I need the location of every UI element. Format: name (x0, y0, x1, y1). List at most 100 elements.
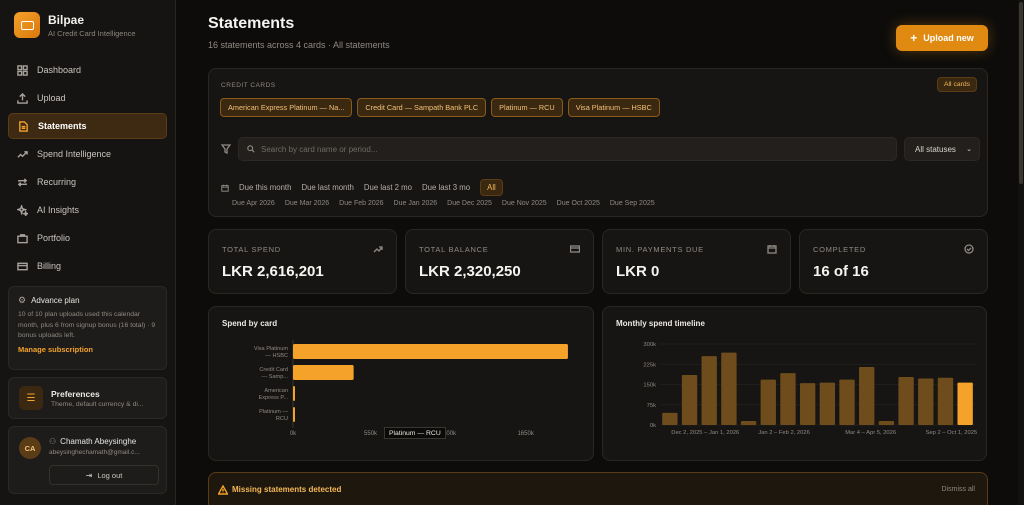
card-chip-amex[interactable]: American Express Platinum — Na... (220, 98, 353, 117)
logo-card-icon (14, 12, 40, 38)
search-input[interactable] (261, 144, 861, 154)
alert-title: Missing statements detected (232, 485, 342, 494)
stat-value: LKR 0 (616, 263, 660, 280)
sidebar-item-label: AI Insights (37, 205, 80, 215)
page-title: Statements (208, 15, 295, 32)
sidebar-item-dashboard[interactable]: Dashboard (8, 57, 167, 83)
quick-filter-due-last-3-mo[interactable]: Due last 3 mo (422, 183, 471, 192)
sidebar-item-recurring[interactable]: Recurring (8, 169, 167, 195)
quick-filter-due-last-2-mo[interactable]: Due last 2 mo (363, 183, 413, 192)
card-icon (570, 245, 580, 253)
category-label: Platinum — (259, 409, 288, 415)
sidebar-item-billing[interactable]: Billing (8, 253, 167, 279)
bar (740, 420, 757, 425)
sidebar-item-ai-insights[interactable]: AI Insights (8, 197, 167, 223)
card-chip-rcu[interactable]: Platinum — RCU (491, 98, 563, 117)
stat-min-payments: MIN. PAYMENTS DUE LKR 0 (602, 229, 791, 294)
main-content: Statements 16 statements across 4 cards … (177, 0, 1024, 505)
sidebar-item-statements[interactable]: Statements (8, 113, 167, 139)
chart-tooltip: Platinum — RCU (384, 427, 446, 439)
warning-icon (218, 485, 228, 495)
monthly-spend-chart: Monthly spend timeline 0k 75k 150k 225k 300k… (602, 306, 987, 461)
preferences-card[interactable]: ☰ Preferences Theme, default currency & … (8, 377, 167, 419)
logout-label: Log out (97, 470, 123, 480)
x-tick-label: 550k (364, 431, 378, 437)
bar (681, 375, 698, 425)
dismiss-all-button[interactable]: Dismiss all (941, 486, 975, 493)
user-email: abeysinghechamath@gmail.c... (49, 449, 140, 456)
page-subtitle: 16 statements across 4 cards · All state… (208, 40, 390, 50)
month-filter[interactable]: Due Apr 2026 (232, 200, 275, 207)
x-tick-label: Sep 2 – Oct 1, 2025 (926, 430, 978, 436)
month-filter[interactable]: Due Sep 2025 (609, 200, 655, 207)
quick-filter-due-last-month[interactable]: Due last month (301, 183, 354, 192)
category-label: Express P... (259, 395, 289, 401)
y-tick-label: 225k (643, 362, 656, 368)
card-chip-hsbc[interactable]: Visa Platinum — HSBC (567, 98, 660, 117)
x-tick-label: 1100k (440, 431, 457, 437)
trend-icon (17, 150, 28, 158)
upload-new-button[interactable]: + Upload new (896, 25, 988, 51)
stat-total-spend: TOTAL SPEND LKR 2,616,201 (208, 229, 397, 294)
status-select[interactable]: All statuses ⌄ (904, 137, 980, 161)
plan-title: Advance plan (31, 296, 80, 305)
stat-value: LKR 2,320,250 (419, 263, 521, 280)
x-tick-label: 0k (290, 431, 297, 437)
quick-filter-all[interactable]: All (480, 179, 503, 196)
category-label: — Samp... (262, 374, 289, 380)
month-filter[interactable]: Due Oct 2025 (556, 200, 600, 207)
logout-icon: ⇥ (85, 470, 93, 480)
x-tick-label: Mar 4 – Apr 5, 2026 (845, 430, 896, 436)
bar (293, 344, 568, 359)
month-filter[interactable]: Due Feb 2026 (339, 200, 384, 207)
quick-filter-due-this-month[interactable]: Due this month (239, 183, 292, 192)
document-icon (19, 120, 28, 132)
filter-icon[interactable] (221, 144, 231, 154)
sparkle-icon (17, 204, 28, 216)
manage-subscription-link[interactable]: Manage subscription (18, 344, 94, 354)
sidebar-item-label: Dashboard (37, 65, 82, 75)
brand-name: Bilpae (48, 12, 85, 27)
gear-icon: ⚙ (18, 295, 27, 305)
scrollbar-thumb[interactable] (1019, 2, 1023, 184)
sidebar-item-label: Statements (38, 121, 87, 131)
month-filter[interactable]: Due Nov 2025 (501, 200, 547, 207)
month-filter[interactable]: Due Dec 2025 (447, 200, 492, 207)
trend-up-icon (373, 246, 383, 253)
sidebar: Bilpae AI Credit Card Intelligence Dashb… (0, 0, 176, 505)
avatar[interactable]: CA (19, 437, 41, 459)
bar (957, 382, 973, 425)
missing-statements-alert: Missing statements detected Dismiss all (208, 472, 988, 505)
all-cards-button[interactable]: All cards (937, 77, 978, 92)
chart-title: Monthly spend timeline (616, 319, 705, 328)
sidebar-item-label: Portfolio (37, 233, 71, 243)
bar (293, 386, 295, 401)
spend-by-card-plot: Visa Platinum— HSBC Credit Card— Samp... A… (254, 340, 568, 437)
sidebar-item-upload[interactable]: Upload (8, 85, 167, 111)
month-filter[interactable]: Due Mar 2026 (284, 200, 330, 207)
status-select-value: All statuses (915, 144, 956, 154)
card-chip-sampath[interactable]: Credit Card — Sampath Bank PLC (357, 98, 487, 117)
due-quick-filters: Due this month Due last month Due last 2… (221, 179, 503, 196)
sidebar-item-spend-intelligence[interactable]: Spend Intelligence (8, 141, 167, 167)
bar (293, 407, 295, 422)
sidebar-item-label: Recurring (37, 177, 77, 187)
bar (937, 377, 954, 425)
sidebar-item-portfolio[interactable]: Portfolio (8, 225, 167, 251)
user-icon: ⚇ (49, 437, 57, 446)
sidebar-nav: Dashboard Upload Statements Spend Intell… (8, 57, 167, 281)
calendar-icon (221, 184, 229, 192)
sidebar-item-label: Spend Intelligence (37, 149, 112, 159)
bar (859, 366, 875, 425)
logout-button[interactable]: ⇥ Log out (49, 465, 159, 485)
scrollbar[interactable] (1018, 0, 1024, 505)
grid-icon (17, 64, 28, 76)
sliders-icon: ☰ (19, 386, 43, 410)
upload-icon (17, 92, 28, 104)
x-tick-label: Jan 2 – Feb 2, 2026 (758, 430, 810, 436)
brand[interactable]: Bilpae AI Credit Card Intelligence (14, 12, 136, 38)
card-chips: American Express Platinum — Na... Credit… (220, 98, 660, 117)
month-filter[interactable]: Due Jan 2026 (393, 200, 438, 207)
bar (819, 382, 836, 425)
upload-new-label: Upload new (923, 33, 974, 43)
